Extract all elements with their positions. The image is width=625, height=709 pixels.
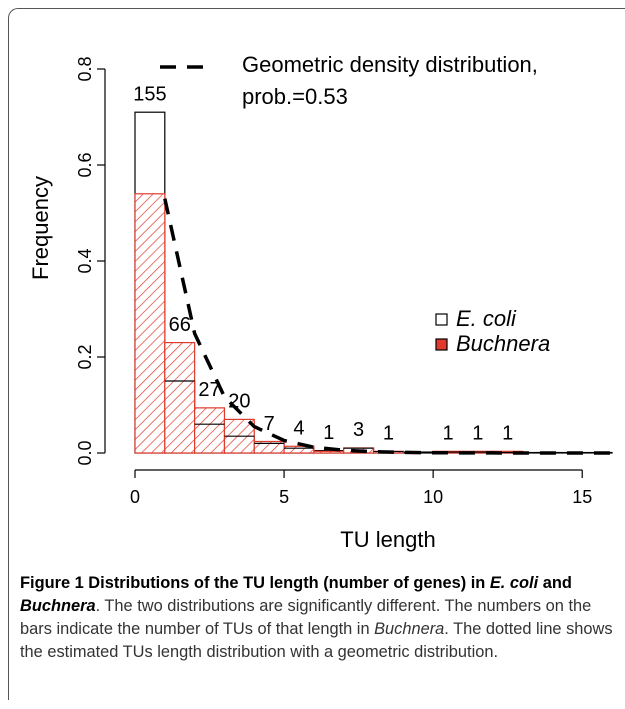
bar-label: 155 bbox=[133, 83, 166, 105]
y-tick-label: 0.8 bbox=[75, 56, 95, 81]
caption-run: and bbox=[538, 574, 572, 592]
caption-run: Figure 1 Distributions of the TU length … bbox=[20, 574, 490, 592]
legend-label: Buchnera bbox=[456, 331, 550, 356]
bar-label: 4 bbox=[293, 418, 304, 440]
density-line bbox=[163, 198, 613, 455]
bar bbox=[194, 407, 226, 454]
legend-label: E. coli bbox=[456, 306, 517, 331]
legend-swatch bbox=[435, 313, 448, 326]
x-tick-label: 5 bbox=[279, 487, 289, 507]
y-tick-label: 0.4 bbox=[75, 248, 95, 273]
x-tick-label: 15 bbox=[572, 487, 592, 507]
caption: Figure 1 Distributions of the TU length … bbox=[20, 572, 618, 664]
x-axis-label: TU length bbox=[340, 527, 435, 552]
bar-label: 3 bbox=[353, 419, 364, 441]
x-tick-label: 0 bbox=[130, 487, 140, 507]
y-tick-label: 0.6 bbox=[75, 152, 95, 177]
caption-run: Buchnera bbox=[20, 597, 96, 615]
caption-run: . The two distributions are significantl… bbox=[20, 597, 592, 638]
bar-label: 1 bbox=[472, 423, 483, 445]
bar-label: 1 bbox=[383, 423, 394, 445]
y-axis-label: Frequency bbox=[28, 176, 53, 280]
bar-label: 7 bbox=[264, 413, 275, 435]
bar-label: 1 bbox=[323, 422, 334, 444]
bar-label: 1 bbox=[442, 423, 453, 445]
legend-label: prob.=0.53 bbox=[242, 84, 348, 109]
bar-label: 27 bbox=[198, 379, 220, 401]
y-tick-label: 0.2 bbox=[75, 344, 95, 369]
bar-label: 66 bbox=[169, 314, 191, 336]
bar bbox=[283, 445, 315, 454]
caption-run: . The dotted line shows the estimated TU… bbox=[20, 620, 613, 661]
legend-label: Geometric density distribution, bbox=[242, 52, 538, 77]
bar bbox=[134, 193, 166, 454]
caption-run: Buchnera bbox=[374, 620, 445, 638]
bar bbox=[164, 342, 196, 454]
bar-label: 1 bbox=[502, 423, 513, 445]
chart: Frequency TU length 0.0 0.2 0.4 0.6 0.8 0 5 10 1… bbox=[28, 52, 613, 552]
y-tick-label: 0.0 bbox=[75, 440, 95, 465]
bar bbox=[313, 450, 345, 454]
caption-run: E. coli bbox=[489, 574, 539, 592]
figure-frame bbox=[8, 8, 625, 700]
legend-swatch bbox=[435, 338, 448, 351]
x-tick-label: 10 bbox=[423, 487, 443, 507]
